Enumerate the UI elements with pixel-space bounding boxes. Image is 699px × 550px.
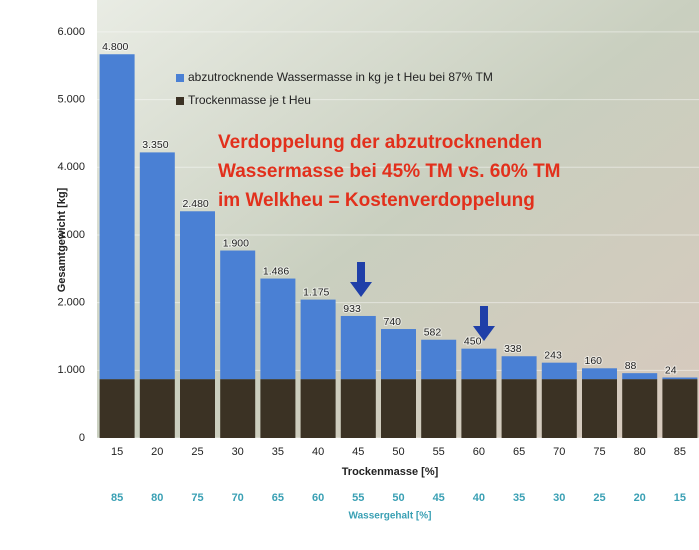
x-tick-label: 20 — [151, 446, 163, 458]
value-label: 2.480 — [183, 198, 209, 210]
x-tick-label: 15 — [111, 446, 123, 458]
value-label: 243 — [544, 349, 562, 361]
secondary-x-tick-label: 20 — [634, 492, 646, 504]
bar-segment — [100, 54, 135, 379]
bar-segment — [140, 379, 175, 438]
y-tick-label: 1.000 — [57, 364, 85, 376]
y-tick-label: 6.000 — [57, 26, 85, 38]
x-tick-label: 65 — [513, 446, 525, 458]
secondary-x-tick-label: 70 — [232, 492, 244, 504]
legend-swatch — [176, 74, 184, 82]
bar-segment — [341, 379, 376, 438]
bar-segment — [100, 379, 135, 438]
bar-segment — [461, 379, 496, 438]
secondary-x-tick-label: 45 — [433, 492, 445, 504]
x-tick-label: 45 — [352, 446, 364, 458]
secondary-x-tick-label: 50 — [392, 492, 404, 504]
secondary-x-tick-label: 35 — [513, 492, 525, 504]
x-tick-label: 60 — [473, 446, 485, 458]
x-tick-label: 85 — [674, 446, 686, 458]
secondary-x-tick-label: 40 — [473, 492, 485, 504]
x-tick-label: 35 — [272, 446, 284, 458]
bar-segment — [662, 377, 697, 379]
bar-segment — [622, 373, 657, 379]
y-tick-label: 0 — [79, 432, 85, 444]
value-label: 1.486 — [263, 265, 289, 277]
secondary-x-tick-label: 30 — [553, 492, 565, 504]
y-tick-label: 5.000 — [57, 94, 85, 106]
x-axis-label: Trockenmasse [%] — [342, 466, 439, 478]
y-tick-label: 3.000 — [57, 229, 85, 241]
x-tick-label: 75 — [593, 446, 605, 458]
x-tick-label: 55 — [433, 446, 445, 458]
value-label: 160 — [585, 355, 603, 367]
bar-segment — [502, 379, 537, 438]
value-label: 88 — [625, 360, 637, 372]
value-label: 338 — [504, 343, 522, 355]
bar-segment — [301, 300, 336, 380]
annotation: Wassermasse bei 45% TM vs. 60% TM — [218, 161, 561, 182]
bar-segment — [260, 379, 295, 438]
value-label: 4.800 — [102, 41, 128, 53]
value-label: 24 — [665, 364, 677, 376]
legend-swatch — [176, 97, 184, 105]
value-label: 1.900 — [223, 237, 249, 249]
x-tick-label: 50 — [392, 446, 404, 458]
bar-segment — [542, 379, 577, 438]
x-tick-label: 25 — [191, 446, 203, 458]
bar-segment — [180, 379, 215, 438]
legend-label: abzutrocknende Wassermasse in kg je t He… — [188, 70, 493, 84]
annotation: Verdoppelung der abzutrocknenden — [218, 132, 542, 153]
secondary-x-tick-label: 60 — [312, 492, 324, 504]
bar-segment — [180, 211, 215, 379]
y-tick-label: 4.000 — [57, 161, 85, 173]
bar-segment — [381, 329, 416, 379]
bar-segment — [582, 368, 617, 379]
bar-segment — [301, 379, 336, 438]
bar-segment — [220, 379, 255, 438]
bar-segment — [542, 363, 577, 379]
bar-segment — [421, 340, 456, 379]
secondary-x-tick-label: 85 — [111, 492, 123, 504]
secondary-x-axis-label: Wassergehalt [%] — [349, 511, 432, 522]
value-label: 1.175 — [303, 286, 329, 298]
x-tick-label: 70 — [553, 446, 565, 458]
bar-segment — [381, 379, 416, 438]
secondary-x-tick-label: 75 — [191, 492, 203, 504]
bar-segment — [421, 379, 456, 438]
secondary-x-tick-label: 55 — [352, 492, 364, 504]
value-label: 933 — [343, 303, 361, 315]
x-tick-label: 80 — [634, 446, 646, 458]
bar-segment — [622, 379, 657, 438]
bar-segment — [461, 349, 496, 379]
x-tick-label: 30 — [232, 446, 244, 458]
bar-segment — [140, 152, 175, 379]
x-tick-label: 40 — [312, 446, 324, 458]
bar-segment — [662, 379, 697, 438]
y-tick-label: 2.000 — [57, 297, 85, 309]
bar-segment — [341, 316, 376, 379]
bar-segment — [582, 379, 617, 438]
annotation: im Welkheu = Kostenverdoppelung — [218, 190, 535, 211]
secondary-x-tick-label: 80 — [151, 492, 163, 504]
secondary-x-tick-label: 15 — [674, 492, 686, 504]
value-label: 450 — [464, 335, 482, 347]
value-label: 3.350 — [142, 139, 168, 151]
secondary-x-tick-label: 25 — [593, 492, 605, 504]
value-label: 582 — [424, 327, 442, 339]
value-label: 740 — [384, 316, 402, 328]
secondary-x-tick-label: 65 — [272, 492, 284, 504]
bar-segment — [260, 279, 295, 380]
bar-segment — [220, 251, 255, 380]
legend-label: Trockenmasse je t Heu — [188, 93, 311, 107]
bar-segment — [502, 356, 537, 379]
chart: Gesamtgewicht [kg] Trockenmasse [%] Wass… — [0, 0, 699, 550]
